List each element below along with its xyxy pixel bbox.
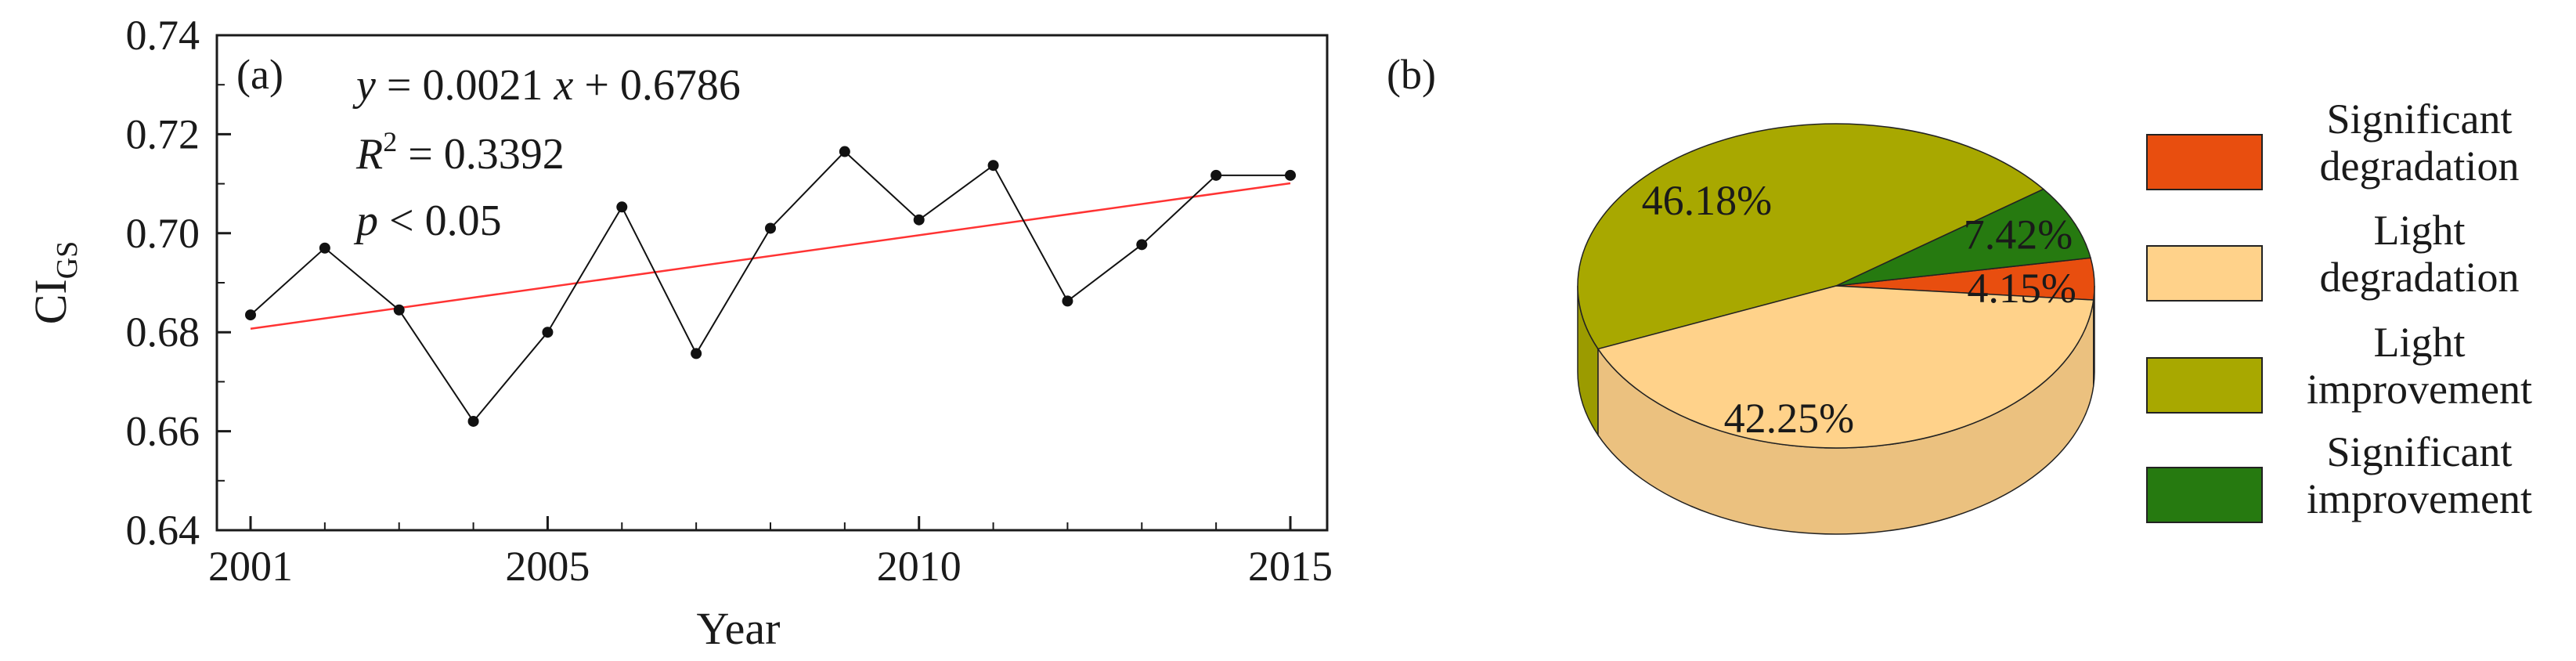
- legend-swatch: [2146, 357, 2263, 414]
- r2-symbol: R: [355, 130, 383, 179]
- legend: SignificantdegradationLightdegradationLi…: [2146, 96, 2532, 523]
- data-point: [1062, 295, 1073, 307]
- legend-swatch: [2146, 134, 2263, 190]
- data-point: [467, 415, 479, 427]
- r-squared-label: R2 = 0.3392: [355, 126, 565, 179]
- legend-swatch: [2146, 245, 2263, 302]
- y-tick-label: 0.66: [126, 408, 200, 455]
- data-point: [245, 309, 256, 321]
- y-axis-title: CIGS: [25, 241, 84, 325]
- eq-x-symbol: x: [553, 61, 573, 110]
- pie-slice: [1577, 123, 2045, 350]
- data-point: [691, 348, 702, 359]
- pie-slice: [1835, 188, 2092, 287]
- data-point: [542, 327, 554, 338]
- x-tick-label: 2015: [1248, 543, 1333, 590]
- y-tick-label: 0.74: [126, 12, 200, 59]
- legend-label: improvement: [2307, 366, 2532, 413]
- data-point: [839, 146, 850, 157]
- x-tick-label: 2001: [208, 543, 293, 590]
- data-point: [987, 160, 999, 172]
- p-value-label: p < 0.05: [353, 197, 502, 245]
- x-axis-title: Year: [697, 603, 781, 654]
- x-axis: 2001 2005 2010 2015: [208, 516, 1333, 590]
- eq-intercept: + 0.6786: [573, 61, 741, 110]
- regression-equation: y = 0.0021 x + 0.6786: [352, 61, 741, 110]
- data-point: [1285, 169, 1296, 181]
- y-tick-label: 0.64: [126, 507, 200, 554]
- p-symbol: p: [353, 197, 378, 245]
- legend-swatch: [2146, 467, 2263, 523]
- y-tick-label: 0.72: [126, 110, 200, 157]
- data-point: [393, 304, 405, 316]
- panel-label-b: (b): [1387, 51, 1436, 98]
- data-point: [765, 222, 776, 234]
- data-point: [1210, 169, 1222, 181]
- r2-superscript: 2: [383, 126, 397, 157]
- line-chart-panel: (a) 0.64 0.66 0.68 0.70 0.72 0.74 2001 2005 201…: [25, 12, 1333, 654]
- y-axis: 0.64 0.66 0.68 0.70 0.72 0.74: [126, 12, 231, 554]
- legend-label: improvement: [2307, 475, 2532, 522]
- legend-label: Significant: [2327, 428, 2513, 475]
- legend-label: degradation: [2320, 254, 2520, 301]
- legend-label: degradation: [2320, 143, 2520, 190]
- eq-coefficient: = 0.0021: [376, 61, 554, 110]
- legend-label: Significant: [2327, 96, 2513, 143]
- slice-value-label: 42.25%: [1724, 395, 1854, 442]
- eq-y-symbol: y: [352, 61, 376, 110]
- data-point: [1136, 239, 1148, 251]
- y-tick-label: 0.70: [126, 210, 200, 257]
- r2-value: = 0.3392: [397, 130, 565, 179]
- slice-value-label: 46.18%: [1642, 177, 1772, 224]
- data-series-layer: [245, 146, 1296, 427]
- trend-line-layer: [250, 182, 1291, 330]
- data-point: [319, 242, 330, 254]
- y-axis-title-main: CI: [25, 279, 76, 324]
- x-tick-label: 2010: [877, 543, 961, 590]
- series-line: [250, 150, 1290, 423]
- y-tick-label: 0.68: [126, 309, 200, 356]
- slice-value-label: 7.42%: [1964, 211, 2073, 258]
- trend-line: [250, 182, 1291, 330]
- y-axis-title-subscript: GS: [51, 241, 84, 280]
- legend-label: Light: [2374, 207, 2466, 254]
- pie-top-faces: [1577, 123, 2095, 449]
- panel-label-a: (a): [236, 51, 283, 98]
- data-point: [913, 214, 925, 226]
- p-value: < 0.05: [378, 197, 502, 245]
- data-point: [616, 201, 628, 213]
- legend-label: Light: [2374, 319, 2466, 366]
- slice-value-label: 4.15%: [1967, 265, 2076, 312]
- pie-slice: [1596, 285, 2094, 449]
- pie-chart-panel: (b) 4.15%7.42%46.18%42.25% Significantde…: [1387, 51, 2532, 535]
- pie-value-labels: 4.15% 7.42% 46.18% 42.25%: [1642, 177, 2076, 442]
- x-tick-label: 2005: [505, 543, 590, 590]
